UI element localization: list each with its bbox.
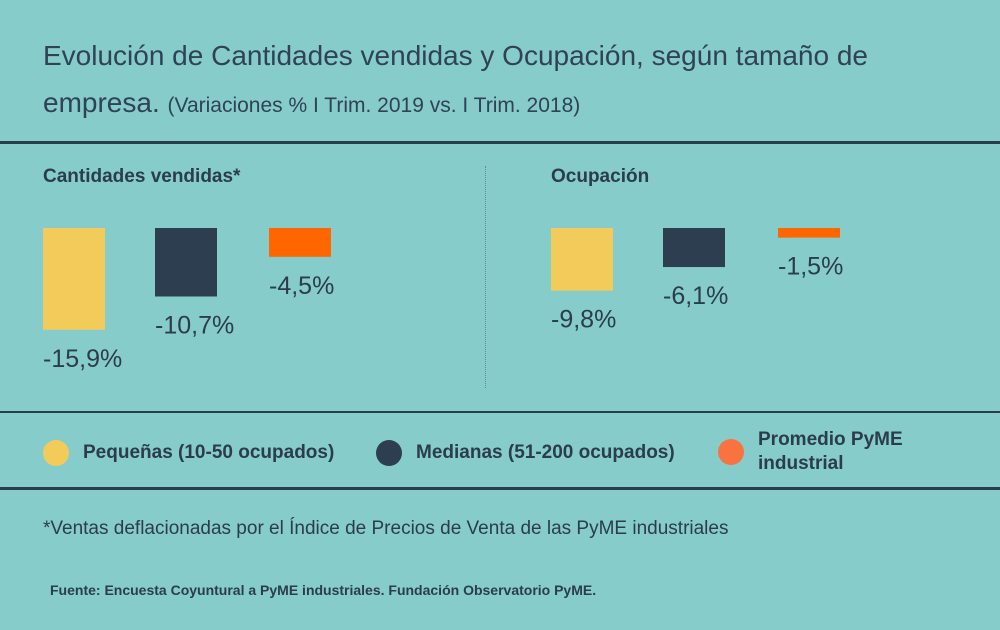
value-label-ocupacion-medianas: -6,1%	[663, 282, 728, 310]
chart-title: Evolución de Cantidades vendidas y Ocupa…	[43, 32, 963, 129]
legend-item-promedio: Promedio PyME industrial	[718, 428, 928, 476]
bar-cantidades-pequenas	[43, 228, 105, 330]
bar-ocupacion-medianas	[663, 228, 725, 268]
value-label-cantidades-medianas: -10,7%	[155, 311, 234, 339]
value-label-cantidades-promedio: -4,5%	[269, 272, 334, 300]
bar-ocupacion-promedio	[778, 228, 840, 238]
value-label-cantidades-pequenas: -15,9%	[43, 345, 122, 373]
chart-title-main: Evolución de Cantidades vendidas y Ocupa…	[43, 40, 868, 118]
legend-bottom-divider	[0, 487, 1000, 490]
legend-top-divider	[0, 411, 1000, 413]
bar-cantidades-medianas	[155, 228, 217, 297]
bar-cantidades-promedio	[269, 228, 331, 257]
panel-title-cantidades: Cantidades vendidas*	[43, 166, 241, 187]
legend-dot-promedio	[718, 439, 744, 465]
legend-label-promedio: Promedio PyME industrial	[758, 429, 903, 474]
value-label-ocupacion-pequenas: -9,8%	[551, 306, 616, 334]
value-label-ocupacion-promedio: -1,5%	[778, 253, 843, 281]
panel-title-ocupacion: Ocupación	[551, 166, 650, 187]
top-divider	[0, 141, 1000, 144]
chart-title-sub: (Variaciones % I Trim. 2019 vs. I Trim. …	[167, 94, 581, 117]
legend-item-pequenas: Pequeñas (10-50 ocupados)	[43, 440, 334, 466]
source-note: Fuente: Encuesta Coyuntural a PyME indus…	[50, 582, 597, 598]
legend-dot-medianas	[376, 440, 402, 466]
panel-divider	[485, 166, 486, 388]
legend-item-medianas: Medianas (51-200 ocupados)	[376, 440, 675, 466]
footnote: *Ventas deflacionadas por el Índice de P…	[43, 518, 729, 539]
bar-ocupacion-pequenas	[551, 228, 613, 291]
legend-label-pequenas: Pequeñas (10-50 ocupados)	[83, 442, 335, 463]
legend-label-medianas: Medianas (51-200 ocupados)	[416, 442, 675, 463]
legend-dot-pequenas	[43, 440, 69, 466]
